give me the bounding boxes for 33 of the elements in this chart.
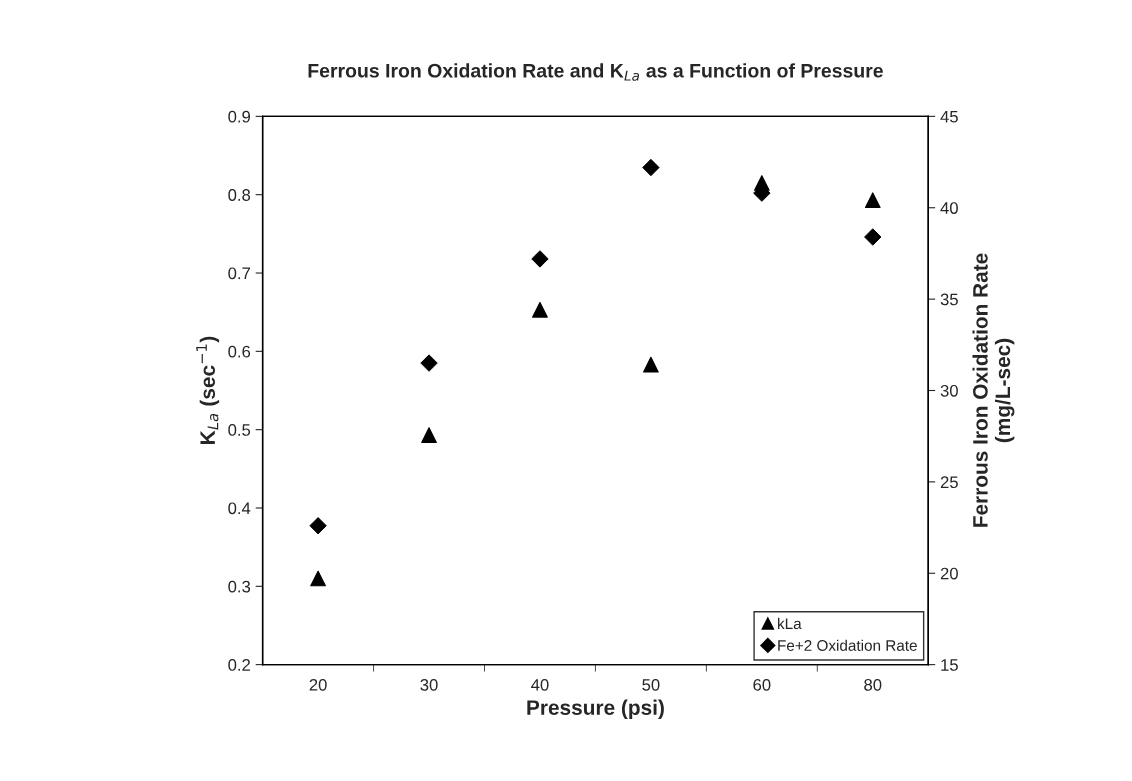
y-tick-label: 0.3	[228, 580, 251, 593]
point	[864, 192, 881, 209]
point	[532, 301, 548, 318]
point	[310, 570, 326, 587]
y2-tick-label: 25	[940, 476, 958, 489]
x-tick-label: 20	[309, 678, 327, 691]
legend-label: kLa	[778, 617, 802, 630]
y-tick-label: 0.5	[228, 424, 251, 436]
y2-tick-label: 45	[940, 110, 958, 123]
y-tick-label: 0.8	[228, 189, 251, 201]
y-tick-label: 0.4	[228, 502, 251, 515]
x-axis-title: Pressure (psi)	[527, 699, 664, 720]
y2-tick-label: 40	[940, 202, 958, 214]
y2-tick-label: 15	[941, 659, 958, 671]
y2-tick-label: 20	[940, 567, 958, 580]
point	[421, 427, 437, 444]
x-tick-label: 50	[642, 678, 660, 691]
x-tick-label: 60	[753, 678, 771, 691]
x-tick-label: 80	[864, 678, 882, 691]
point	[643, 356, 659, 373]
y-tick-label: 0.6	[228, 345, 251, 358]
y2-axis-title: Ferrous Iron Oxidation Rate (mg/L-sec)	[972, 253, 1015, 527]
y-axis-title: K$_{La}$ (sec$^{−1}$)	[196, 336, 220, 444]
y-tick-label: 0.7	[228, 267, 250, 280]
point	[753, 175, 770, 191]
chart-title: Ferrous Iron Oxidation Rate and K$_{La}$ as a Function of Pressure	[308, 63, 883, 81]
x-tick-label: 30	[420, 678, 438, 691]
legend-label: Fe+2 Oxidation Rate	[778, 639, 917, 651]
y-tick-label: 0.2	[228, 659, 250, 671]
y-tick-label: 0.9	[228, 110, 251, 123]
x-tick-label: 40	[531, 678, 549, 691]
y2-tick-label: 35	[940, 293, 958, 306]
y2-tick-label: 30	[940, 384, 958, 397]
